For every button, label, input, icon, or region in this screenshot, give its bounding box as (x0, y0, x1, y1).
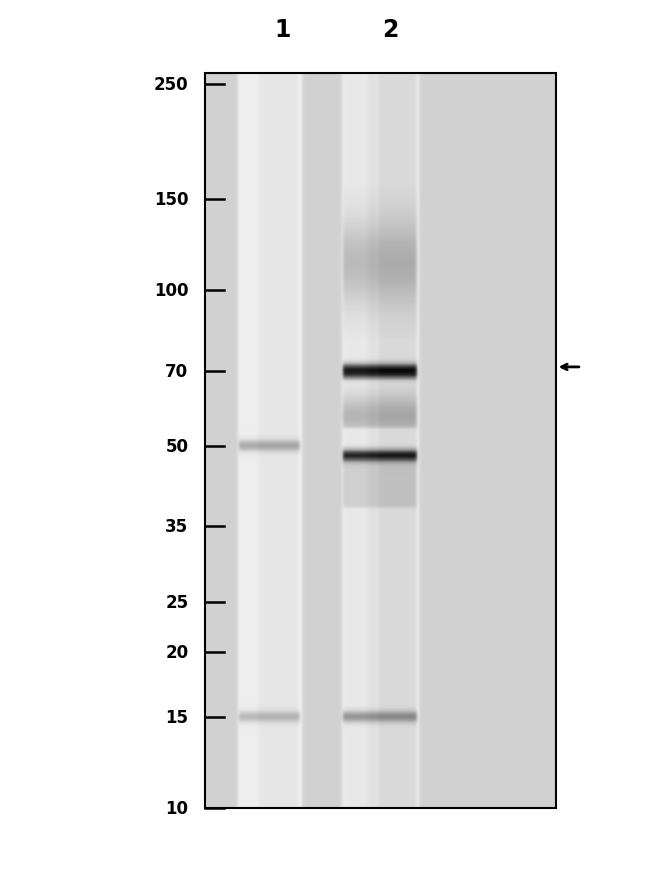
Text: 35: 35 (165, 518, 188, 536)
Text: 15: 15 (166, 708, 188, 726)
Text: 2: 2 (382, 18, 398, 43)
Text: 20: 20 (165, 644, 188, 661)
Text: 25: 25 (165, 594, 188, 612)
Bar (205, 74, 556, 808)
Text: 50: 50 (166, 438, 188, 455)
Text: 100: 100 (154, 282, 188, 300)
Text: 250: 250 (154, 76, 188, 94)
Bar (205, 74, 556, 808)
Text: 70: 70 (165, 362, 188, 380)
Text: 150: 150 (154, 191, 188, 209)
Text: 10: 10 (166, 799, 188, 817)
Text: 1: 1 (274, 18, 291, 43)
